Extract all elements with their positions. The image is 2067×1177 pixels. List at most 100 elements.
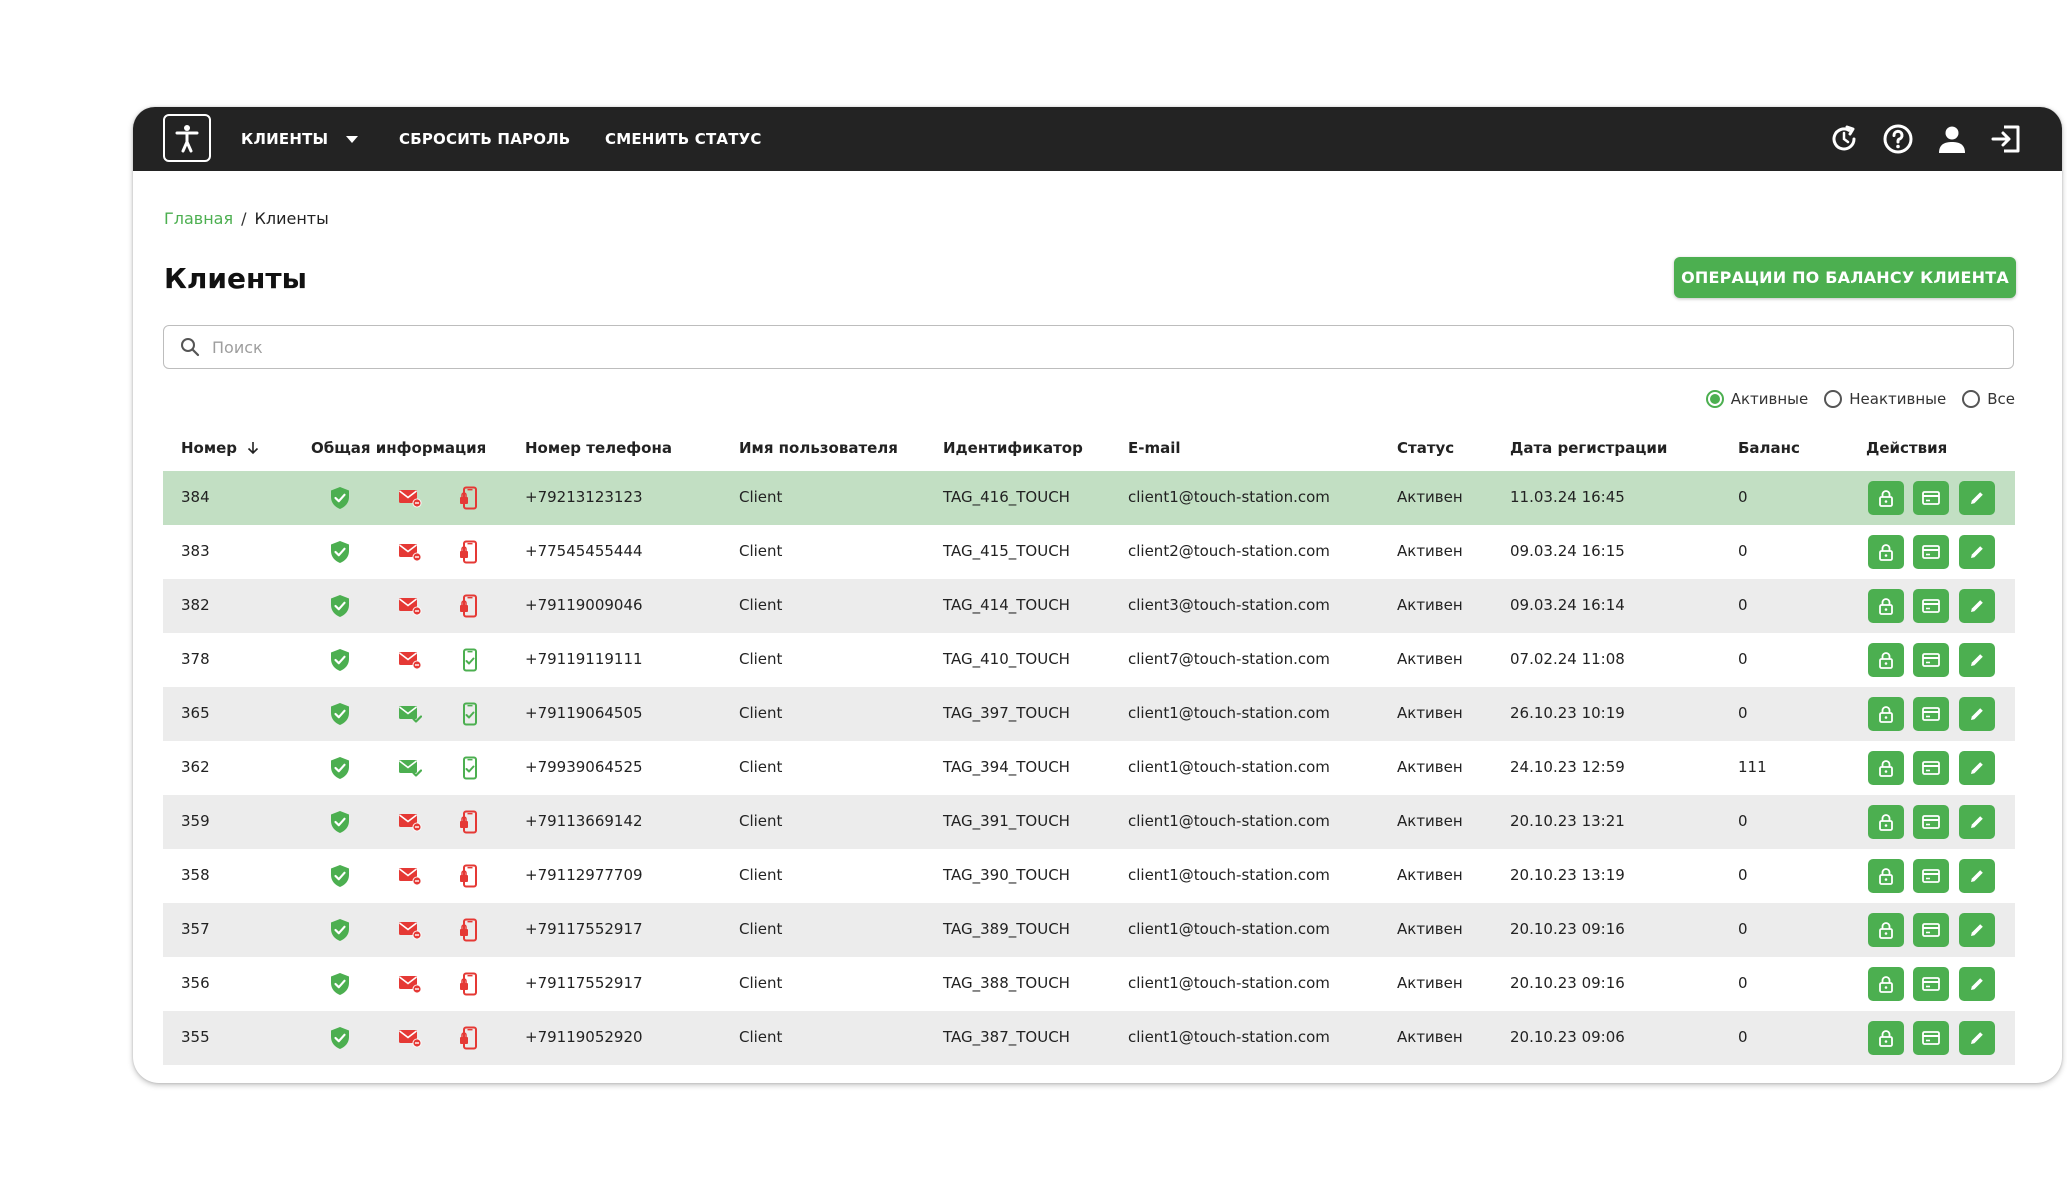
filter-all-radio[interactable]: Все	[1962, 390, 2015, 408]
balance-action-button[interactable]	[1913, 643, 1949, 677]
cell-username: Client	[739, 488, 783, 506]
edit-action-button[interactable]	[1959, 697, 1995, 731]
cell-status: Активен	[1397, 650, 1463, 668]
balance-operations-button[interactable]: ОПЕРАЦИИ ПО БАЛАНСУ КЛИЕНТА	[1674, 257, 2016, 298]
lock-action-button[interactable]	[1868, 751, 1904, 785]
refresh-clock-icon[interactable]	[1828, 123, 1860, 155]
table-row[interactable]: 362 +79939064525 Client TAG_394_TOUCH client…	[163, 741, 2015, 795]
cell-username: Client	[739, 704, 783, 722]
phone-verified-icon	[457, 701, 483, 727]
cell-status: Активен	[1397, 488, 1463, 506]
lock-action-button[interactable]	[1868, 589, 1904, 623]
cell-number: 362	[181, 758, 210, 776]
breadcrumb-home-link[interactable]: Главная	[164, 209, 234, 228]
filter-active-radio[interactable]: Активные	[1705, 390, 1808, 408]
phone-locked-icon	[457, 539, 483, 565]
lock-icon	[1879, 868, 1893, 885]
edit-action-button[interactable]	[1959, 535, 1995, 569]
balance-action-button[interactable]	[1913, 481, 1949, 515]
lock-action-button[interactable]	[1868, 859, 1904, 893]
email-unverified-icon	[397, 647, 423, 673]
balance-action-button[interactable]	[1913, 1021, 1949, 1055]
cell-number: 356	[181, 974, 210, 992]
nav-change-status[interactable]: СМЕНИТЬ СТАТУС	[605, 107, 762, 171]
email-unverified-icon	[397, 917, 423, 943]
verified-shield-icon	[327, 593, 353, 619]
cell-balance: 111	[1738, 758, 1767, 776]
help-icon[interactable]	[1882, 123, 1914, 155]
edit-action-button[interactable]	[1959, 913, 1995, 947]
cell-email: client7@touch-station.com	[1128, 650, 1330, 668]
cell-balance: 0	[1738, 542, 1748, 560]
cell-identifier: TAG_389_TOUCH	[943, 920, 1070, 938]
lock-icon	[1879, 706, 1893, 723]
edit-action-button[interactable]	[1959, 481, 1995, 515]
lock-action-button[interactable]	[1868, 805, 1904, 839]
cell-balance: 0	[1738, 704, 1748, 722]
table-row[interactable]: 378 +79119119111 Client TAG_410_TOUCH client…	[163, 633, 2015, 687]
cell-phone: +79119119111	[525, 650, 643, 668]
credit-card-icon	[1922, 761, 1940, 775]
balance-action-button[interactable]	[1913, 751, 1949, 785]
cell-identifier: TAG_390_TOUCH	[943, 866, 1070, 884]
cell-email: client2@touch-station.com	[1128, 542, 1330, 560]
search-icon	[180, 337, 200, 357]
status-filter: Активные Неактивные Все	[1698, 390, 2015, 408]
table-row[interactable]: 359 +79113669142 Client TAG_391_TOUCH client…	[163, 795, 2015, 849]
edit-action-button[interactable]	[1959, 1021, 1995, 1055]
email-unverified-icon	[397, 593, 423, 619]
balance-action-button[interactable]	[1913, 589, 1949, 623]
search-input[interactable]	[210, 336, 1994, 358]
cell-status: Активен	[1397, 704, 1463, 722]
user-icon[interactable]	[1936, 123, 1968, 155]
sort-arrow-down-icon	[248, 442, 259, 455]
lock-action-button[interactable]	[1868, 535, 1904, 569]
balance-action-button[interactable]	[1913, 859, 1949, 893]
email-unverified-icon	[397, 485, 423, 511]
app-window: КЛИЕНТЫ СБРОСИТЬ ПАРОЛЬ СМЕНИТЬ СТАТУС Г…	[133, 107, 2062, 1083]
accessibility-icon[interactable]	[163, 114, 211, 162]
nav-reset-password[interactable]: СБРОСИТЬ ПАРОЛЬ	[399, 107, 570, 171]
filter-inactive-radio[interactable]: Неактивные	[1824, 390, 1946, 408]
edit-action-button[interactable]	[1959, 589, 1995, 623]
cell-identifier: TAG_391_TOUCH	[943, 812, 1070, 830]
lock-action-button[interactable]	[1868, 913, 1904, 947]
balance-action-button[interactable]	[1913, 913, 1949, 947]
table-row[interactable]: 355 +79119052920 Client TAG_387_TOUCH client…	[163, 1011, 2015, 1065]
table-row[interactable]: 357 +79117552917 Client TAG_389_TOUCH client…	[163, 903, 2015, 957]
edit-action-button[interactable]	[1959, 751, 1995, 785]
lock-action-button[interactable]	[1868, 697, 1904, 731]
edit-action-button[interactable]	[1959, 967, 1995, 1001]
cell-email: client1@touch-station.com	[1128, 704, 1330, 722]
table-row[interactable]: 365 +79119064505 Client TAG_397_TOUCH client…	[163, 687, 2015, 741]
nav-clients-dropdown[interactable]: КЛИЕНТЫ	[241, 107, 359, 171]
cell-email: client1@touch-station.com	[1128, 920, 1330, 938]
col-number-header[interactable]: Номер	[181, 439, 260, 457]
table-row[interactable]: 382 +79119009046 Client TAG_414_TOUCH client…	[163, 579, 2015, 633]
lock-action-button[interactable]	[1868, 967, 1904, 1001]
lock-action-button[interactable]	[1868, 1021, 1904, 1055]
col-general-header: Общая информация	[311, 439, 487, 457]
table-row[interactable]: 384 +79213123123 Client TAG_416_TOUCH client…	[163, 471, 2015, 525]
col-regdate-header: Дата регистрации	[1510, 439, 1668, 457]
cell-number: 382	[181, 596, 210, 614]
table-row[interactable]: 356 +79117552917 Client TAG_388_TOUCH client…	[163, 957, 2015, 1011]
lock-action-button[interactable]	[1868, 643, 1904, 677]
edit-action-button[interactable]	[1959, 805, 1995, 839]
table-row[interactable]: 358 +79112977709 Client TAG_390_TOUCH client…	[163, 849, 2015, 903]
balance-action-button[interactable]	[1913, 967, 1949, 1001]
lock-icon	[1879, 976, 1893, 993]
table-row[interactable]: 383 +77545455444 Client TAG_415_TOUCH client…	[163, 525, 2015, 579]
cell-username: Client	[739, 1028, 783, 1046]
radio-unchecked-icon	[1824, 390, 1843, 408]
balance-action-button[interactable]	[1913, 535, 1949, 569]
balance-action-button[interactable]	[1913, 697, 1949, 731]
lock-action-button[interactable]	[1868, 481, 1904, 515]
logout-icon[interactable]	[1990, 123, 2022, 155]
edit-action-button[interactable]	[1959, 859, 1995, 893]
edit-action-button[interactable]	[1959, 643, 1995, 677]
pencil-icon	[1971, 492, 1983, 504]
balance-action-button[interactable]	[1913, 805, 1949, 839]
pencil-icon	[1971, 978, 1983, 990]
cell-identifier: TAG_387_TOUCH	[943, 1028, 1070, 1046]
